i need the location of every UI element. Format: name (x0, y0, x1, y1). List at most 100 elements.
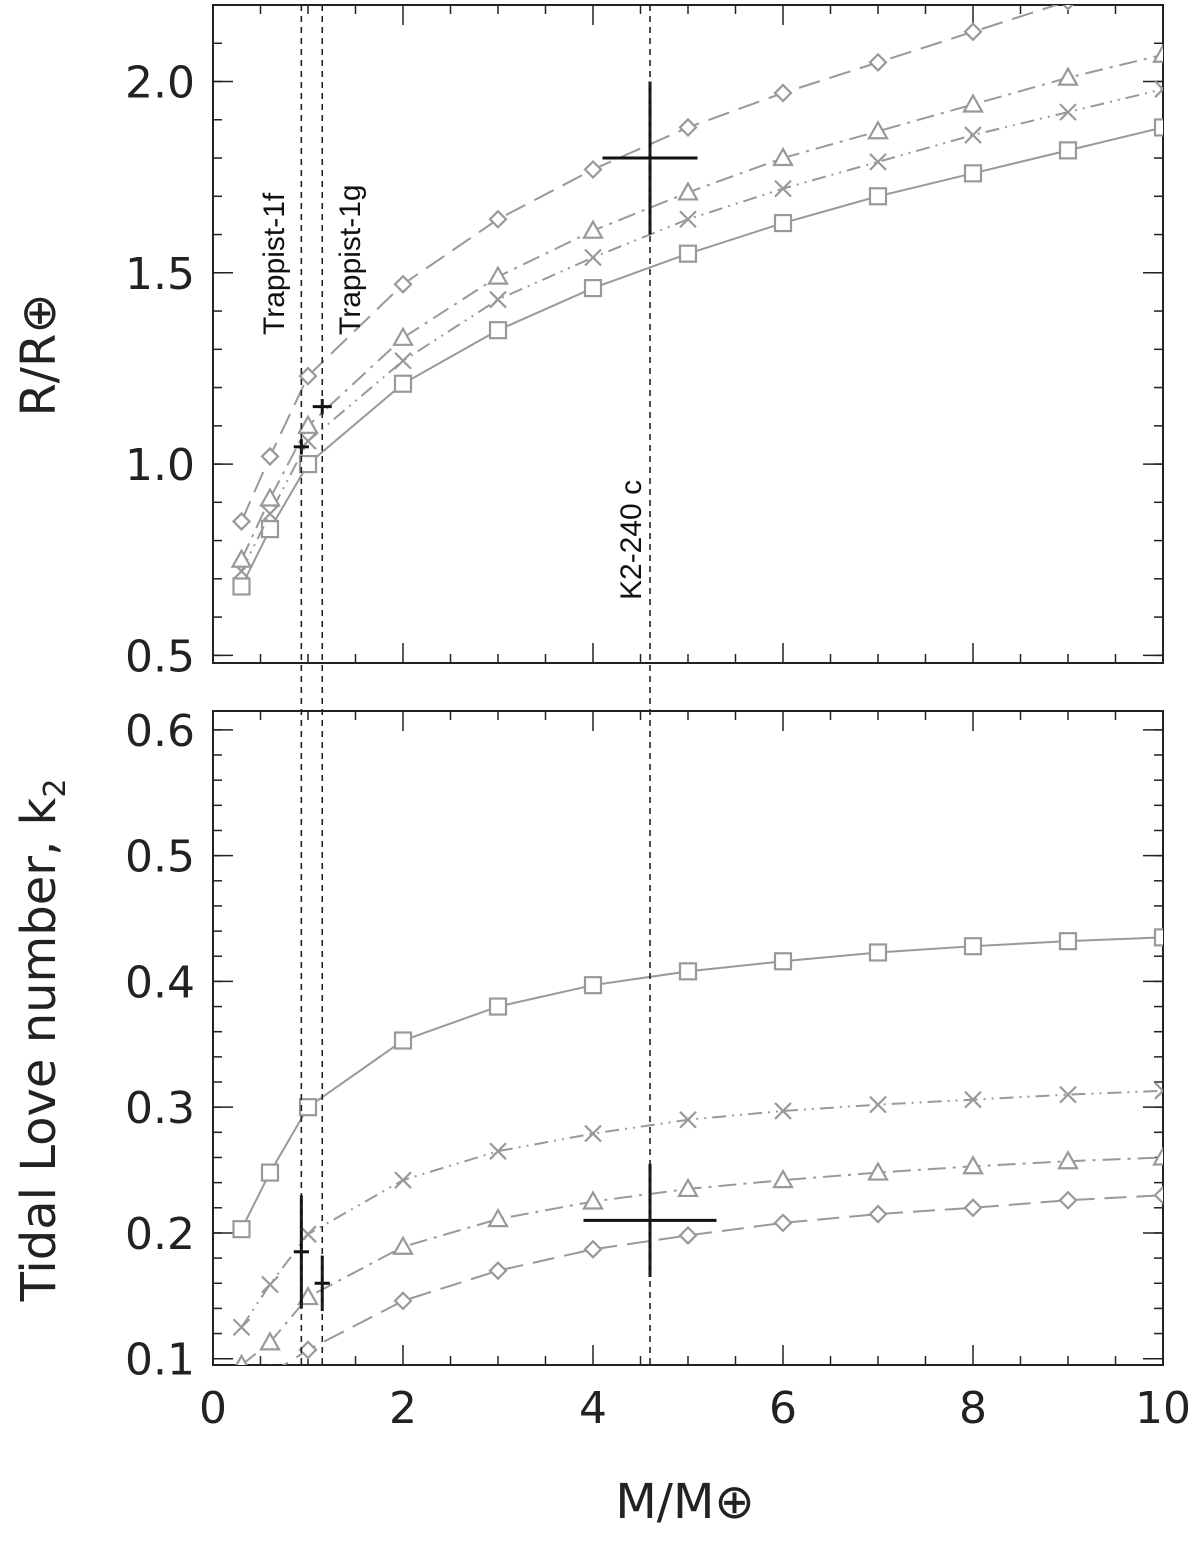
bottom-point-square (1058, 932, 1078, 951)
bottom-point-triangle (867, 1161, 889, 1181)
bottom-series-line-diamond (282, 1194, 1163, 1365)
bottom-point-x (964, 1090, 982, 1109)
top-series-line-square (240, 126, 1163, 587)
bottom-series-line-triangle (240, 1156, 1163, 1365)
x-tick-label: 0 (199, 1383, 227, 1434)
bottom-point-x (261, 1275, 279, 1294)
bottom-series-line-x (240, 1089, 1163, 1328)
top-point-x (489, 290, 507, 309)
bottom-series-group (232, 928, 1163, 1365)
top-point-diamond (678, 117, 698, 137)
top-point-diamond (393, 274, 413, 294)
bottom-point-triangle (677, 1177, 699, 1198)
top-point-square (868, 187, 888, 206)
bottom-point-x (489, 1142, 507, 1160)
top-point-triangle (230, 548, 253, 568)
bottom-point-diamond (678, 1225, 698, 1246)
top-point-x (774, 179, 792, 198)
bottom-point-x (232, 1318, 251, 1337)
top-point-triangle (677, 181, 699, 201)
bottom-y-tick-label: 0.3 (125, 1083, 195, 1134)
x-axis-title: M/M⊕ (615, 1474, 754, 1530)
top-point-square (583, 278, 603, 298)
bottom-point-triangle (1057, 1150, 1079, 1170)
top-point-x (1154, 80, 1163, 98)
bottom-point-square (488, 997, 508, 1016)
top-point-triangle (392, 326, 414, 346)
top-point-square (393, 374, 413, 393)
top-series-line-x (240, 88, 1163, 572)
bottom-point-triangle (582, 1190, 604, 1210)
top-point-triangle (259, 487, 281, 507)
top-point-square (260, 520, 280, 539)
top-point-triangle (487, 265, 509, 285)
bottom-point-square (583, 976, 603, 995)
top-point-diamond (773, 83, 793, 103)
bottom-point-triangle (259, 1331, 281, 1351)
bottom-point-square (232, 1220, 251, 1239)
bottom-point-diamond (868, 1204, 888, 1224)
love-number-panel: 0.1 0.2 0.3 0.4 0.5 0.6 0 2 4 6 8 10 (125, 706, 1191, 1434)
bottom-point-square (1153, 928, 1163, 947)
top-point-triangle (867, 120, 889, 140)
radius-mass-panel: 0.5 1.0 1.5 2.0 (125, 4, 1164, 682)
bottom-y-tick-label: 0.5 (125, 832, 195, 883)
top-y-tick-label: 1.0 (125, 440, 195, 491)
bottom-y-tick-label: 0.6 (125, 706, 195, 757)
top-point-triangle (297, 414, 319, 434)
bottom-y-axis-title-subscript: 2 (38, 779, 73, 798)
bottom-series-line-square (240, 936, 1163, 1230)
bottom-point-diamond (583, 1239, 603, 1259)
top-point-diamond (488, 209, 508, 229)
top-point-x (584, 248, 602, 267)
x-tick-label: 6 (769, 1383, 797, 1434)
bottom-point-triangle (1152, 1146, 1163, 1166)
bottom-y-tick-label: 0.2 (125, 1209, 195, 1260)
top-point-triangle (1057, 66, 1079, 86)
top-point-diamond (963, 22, 983, 42)
top-point-square (678, 244, 698, 263)
top-point-x (1059, 103, 1077, 121)
planet-reference-lines (300, 5, 651, 1365)
top-point-x (261, 505, 279, 523)
bottom-y-tick-label: 0.1 (125, 1335, 195, 1386)
top-point-x (394, 352, 412, 370)
planet-labels: Trappist-1f Trappist-1g K2-240 c (258, 184, 648, 600)
bottom-point-triangle (962, 1155, 984, 1175)
bottom-point-square (260, 1163, 280, 1182)
bottom-point-diamond (1058, 1190, 1078, 1210)
top-point-square (488, 321, 508, 340)
top-point-triangle (772, 146, 794, 167)
x-tick-label: 2 (389, 1383, 417, 1434)
x-tick-label: 8 (959, 1383, 987, 1434)
top-point-x (869, 153, 887, 171)
bottom-point-square (393, 1031, 413, 1050)
top-point-diamond (231, 511, 252, 532)
bottom-axes-frame (212, 710, 1164, 1366)
bottom-point-x (584, 1124, 602, 1143)
x-tick-label: 4 (579, 1383, 607, 1434)
axis-titles: R/R⊕ Tidal Love number, k2 M/M⊕ (11, 293, 755, 1530)
top-y-tick-label: 0.5 (125, 631, 195, 682)
bottom-point-diamond (393, 1291, 413, 1311)
top-point-square (1153, 118, 1163, 137)
bottom-point-x (1059, 1085, 1077, 1104)
top-series-group (230, 5, 1163, 596)
top-point-x (964, 126, 982, 144)
bottom-point-x (1154, 1082, 1163, 1100)
top-point-square (773, 213, 793, 233)
top-point-diamond (298, 366, 318, 386)
top-point-square (232, 577, 251, 596)
bottom-point-x (774, 1102, 792, 1120)
bottom-point-square (298, 1098, 318, 1117)
top-series-line-triangle (240, 53, 1163, 561)
bottom-point-triangle (772, 1168, 794, 1189)
bottom-point-diamond (963, 1198, 983, 1218)
top-point-diamond (260, 446, 280, 466)
bottom-point-square (963, 937, 983, 956)
top-point-diamond (868, 52, 888, 72)
planet-label-k2-240c: K2-240 c (615, 480, 648, 600)
top-point-square (1058, 141, 1078, 160)
bottom-point-square (773, 952, 793, 971)
